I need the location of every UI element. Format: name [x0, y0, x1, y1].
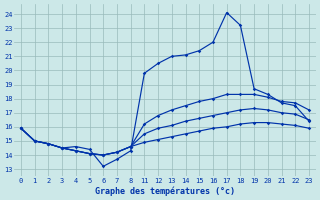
X-axis label: Graphe des températures (°c): Graphe des températures (°c) [95, 186, 235, 196]
